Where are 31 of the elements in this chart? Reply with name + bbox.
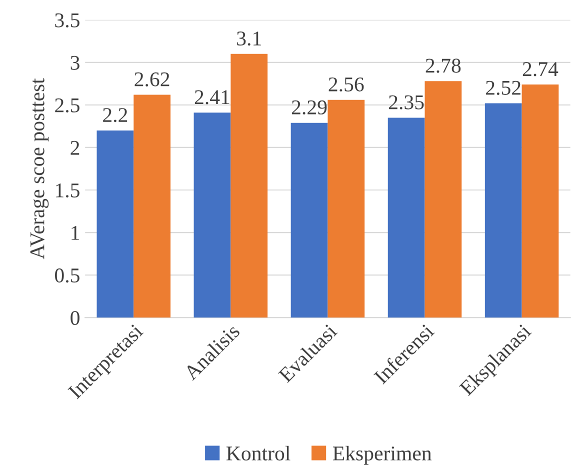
bar xyxy=(388,118,425,318)
bar xyxy=(328,100,365,318)
data-label: 2.41 xyxy=(194,90,230,104)
data-label: 3.1 xyxy=(237,32,261,46)
legend-label: Eksperimen xyxy=(332,446,432,465)
y-tick-label: 1 xyxy=(72,226,79,240)
bar xyxy=(484,103,522,318)
data-label: 2.35 xyxy=(389,95,424,110)
bar xyxy=(424,81,462,318)
y-tick-label: 3.5 xyxy=(55,13,80,28)
data-label: 2.62 xyxy=(134,72,170,86)
bar xyxy=(134,94,171,318)
data-label: 2.52 xyxy=(486,80,520,95)
y-tick-label: 1.5 xyxy=(56,183,80,198)
legend-label: Kontrol xyxy=(226,446,290,460)
data-label: 2.29 xyxy=(292,100,327,115)
y-tick-label: 3 xyxy=(70,56,80,70)
y-tick-label: 0.5 xyxy=(55,268,80,283)
data-label: 2.2 xyxy=(103,108,128,122)
y-tick-label: 2.5 xyxy=(55,98,80,112)
bar xyxy=(522,84,559,318)
bar xyxy=(96,130,134,318)
bar xyxy=(230,54,268,318)
y-tick-label: 2 xyxy=(70,140,80,155)
bar xyxy=(290,122,328,318)
data-label: 2.78 xyxy=(426,58,461,73)
data-label: 2.56 xyxy=(328,77,364,92)
data-label: 2.74 xyxy=(522,62,558,76)
y-tick-label: 0 xyxy=(70,310,80,326)
y-axis-title: AVerage scoe posttest xyxy=(30,78,49,260)
bar xyxy=(194,112,231,318)
